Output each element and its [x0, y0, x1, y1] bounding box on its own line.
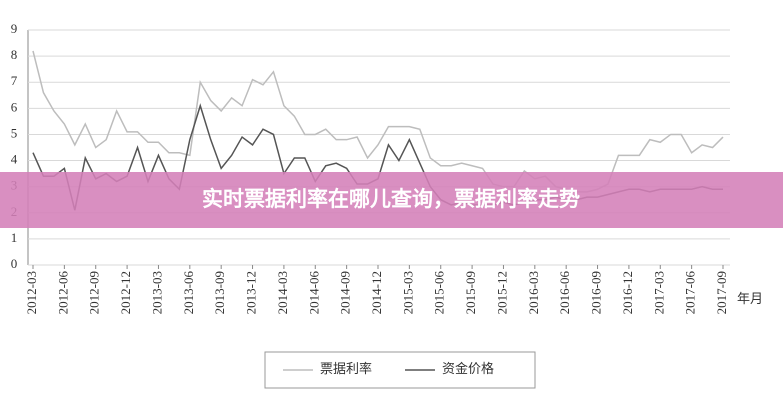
y-tick-label: 8 — [11, 47, 18, 62]
x-tick-label: 2015-06 — [432, 271, 447, 315]
series-line — [32, 50, 724, 193]
y-tick-label: 9 — [11, 21, 18, 36]
x-tick-label: 2012-06 — [55, 271, 70, 315]
x-axis-label: 年月 — [737, 291, 763, 306]
legend-label: 资金价格 — [442, 361, 494, 376]
y-tick-label: 0 — [11, 256, 18, 271]
x-tick-label: 2012-03 — [24, 271, 39, 314]
x-tick-label: 2016-06 — [557, 271, 572, 315]
x-tick-label: 2017-06 — [683, 271, 698, 315]
y-tick-label: 7 — [11, 73, 18, 88]
x-tick-label: 2013-06 — [181, 271, 196, 315]
x-tick-label: 2014-06 — [306, 271, 321, 315]
x-tick-label: 2013-03 — [149, 271, 164, 314]
x-tick-label: 2012-12 — [118, 271, 133, 314]
x-tick-label: 2017-09 — [714, 271, 729, 314]
x-tick-label: 2013-09 — [212, 271, 227, 314]
y-tick-label: 1 — [11, 230, 18, 245]
x-tick-label: 2014-03 — [275, 271, 290, 314]
x-tick-label: 2014-12 — [369, 271, 384, 314]
x-tick-label: 2017-03 — [651, 271, 666, 314]
x-tick-label: 2016-09 — [589, 271, 604, 314]
x-tick-label: 2016-12 — [620, 271, 635, 314]
x-tick-label: 2015-03 — [400, 271, 415, 314]
x-tick-label: 2015-09 — [463, 271, 478, 314]
x-tick-label: 2016-03 — [526, 271, 541, 314]
y-tick-label: 5 — [11, 125, 18, 140]
banner-title: 实时票据利率在哪儿查询，票据利率走势 — [202, 187, 580, 211]
y-tick-label: 4 — [11, 152, 18, 167]
x-tick-label: 2014-09 — [338, 271, 353, 314]
legend-label: 票据利率 — [320, 361, 372, 376]
banner — [0, 172, 783, 228]
y-tick-label: 6 — [11, 99, 18, 114]
x-tick-label: 2012-09 — [87, 271, 102, 314]
x-tick-label: 2013-12 — [244, 271, 259, 314]
x-tick-label: 2015-12 — [494, 271, 509, 314]
